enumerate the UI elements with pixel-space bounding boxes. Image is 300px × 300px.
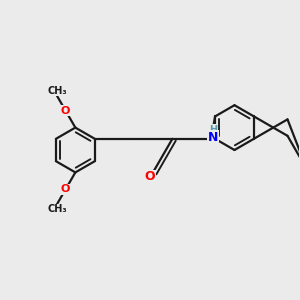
Text: O: O [61, 106, 70, 116]
Text: O: O [61, 184, 70, 194]
Text: CH₃: CH₃ [48, 204, 67, 214]
Text: N: N [208, 131, 218, 144]
Text: CH₃: CH₃ [48, 86, 67, 96]
Text: O: O [145, 170, 155, 183]
Text: H: H [208, 125, 217, 135]
